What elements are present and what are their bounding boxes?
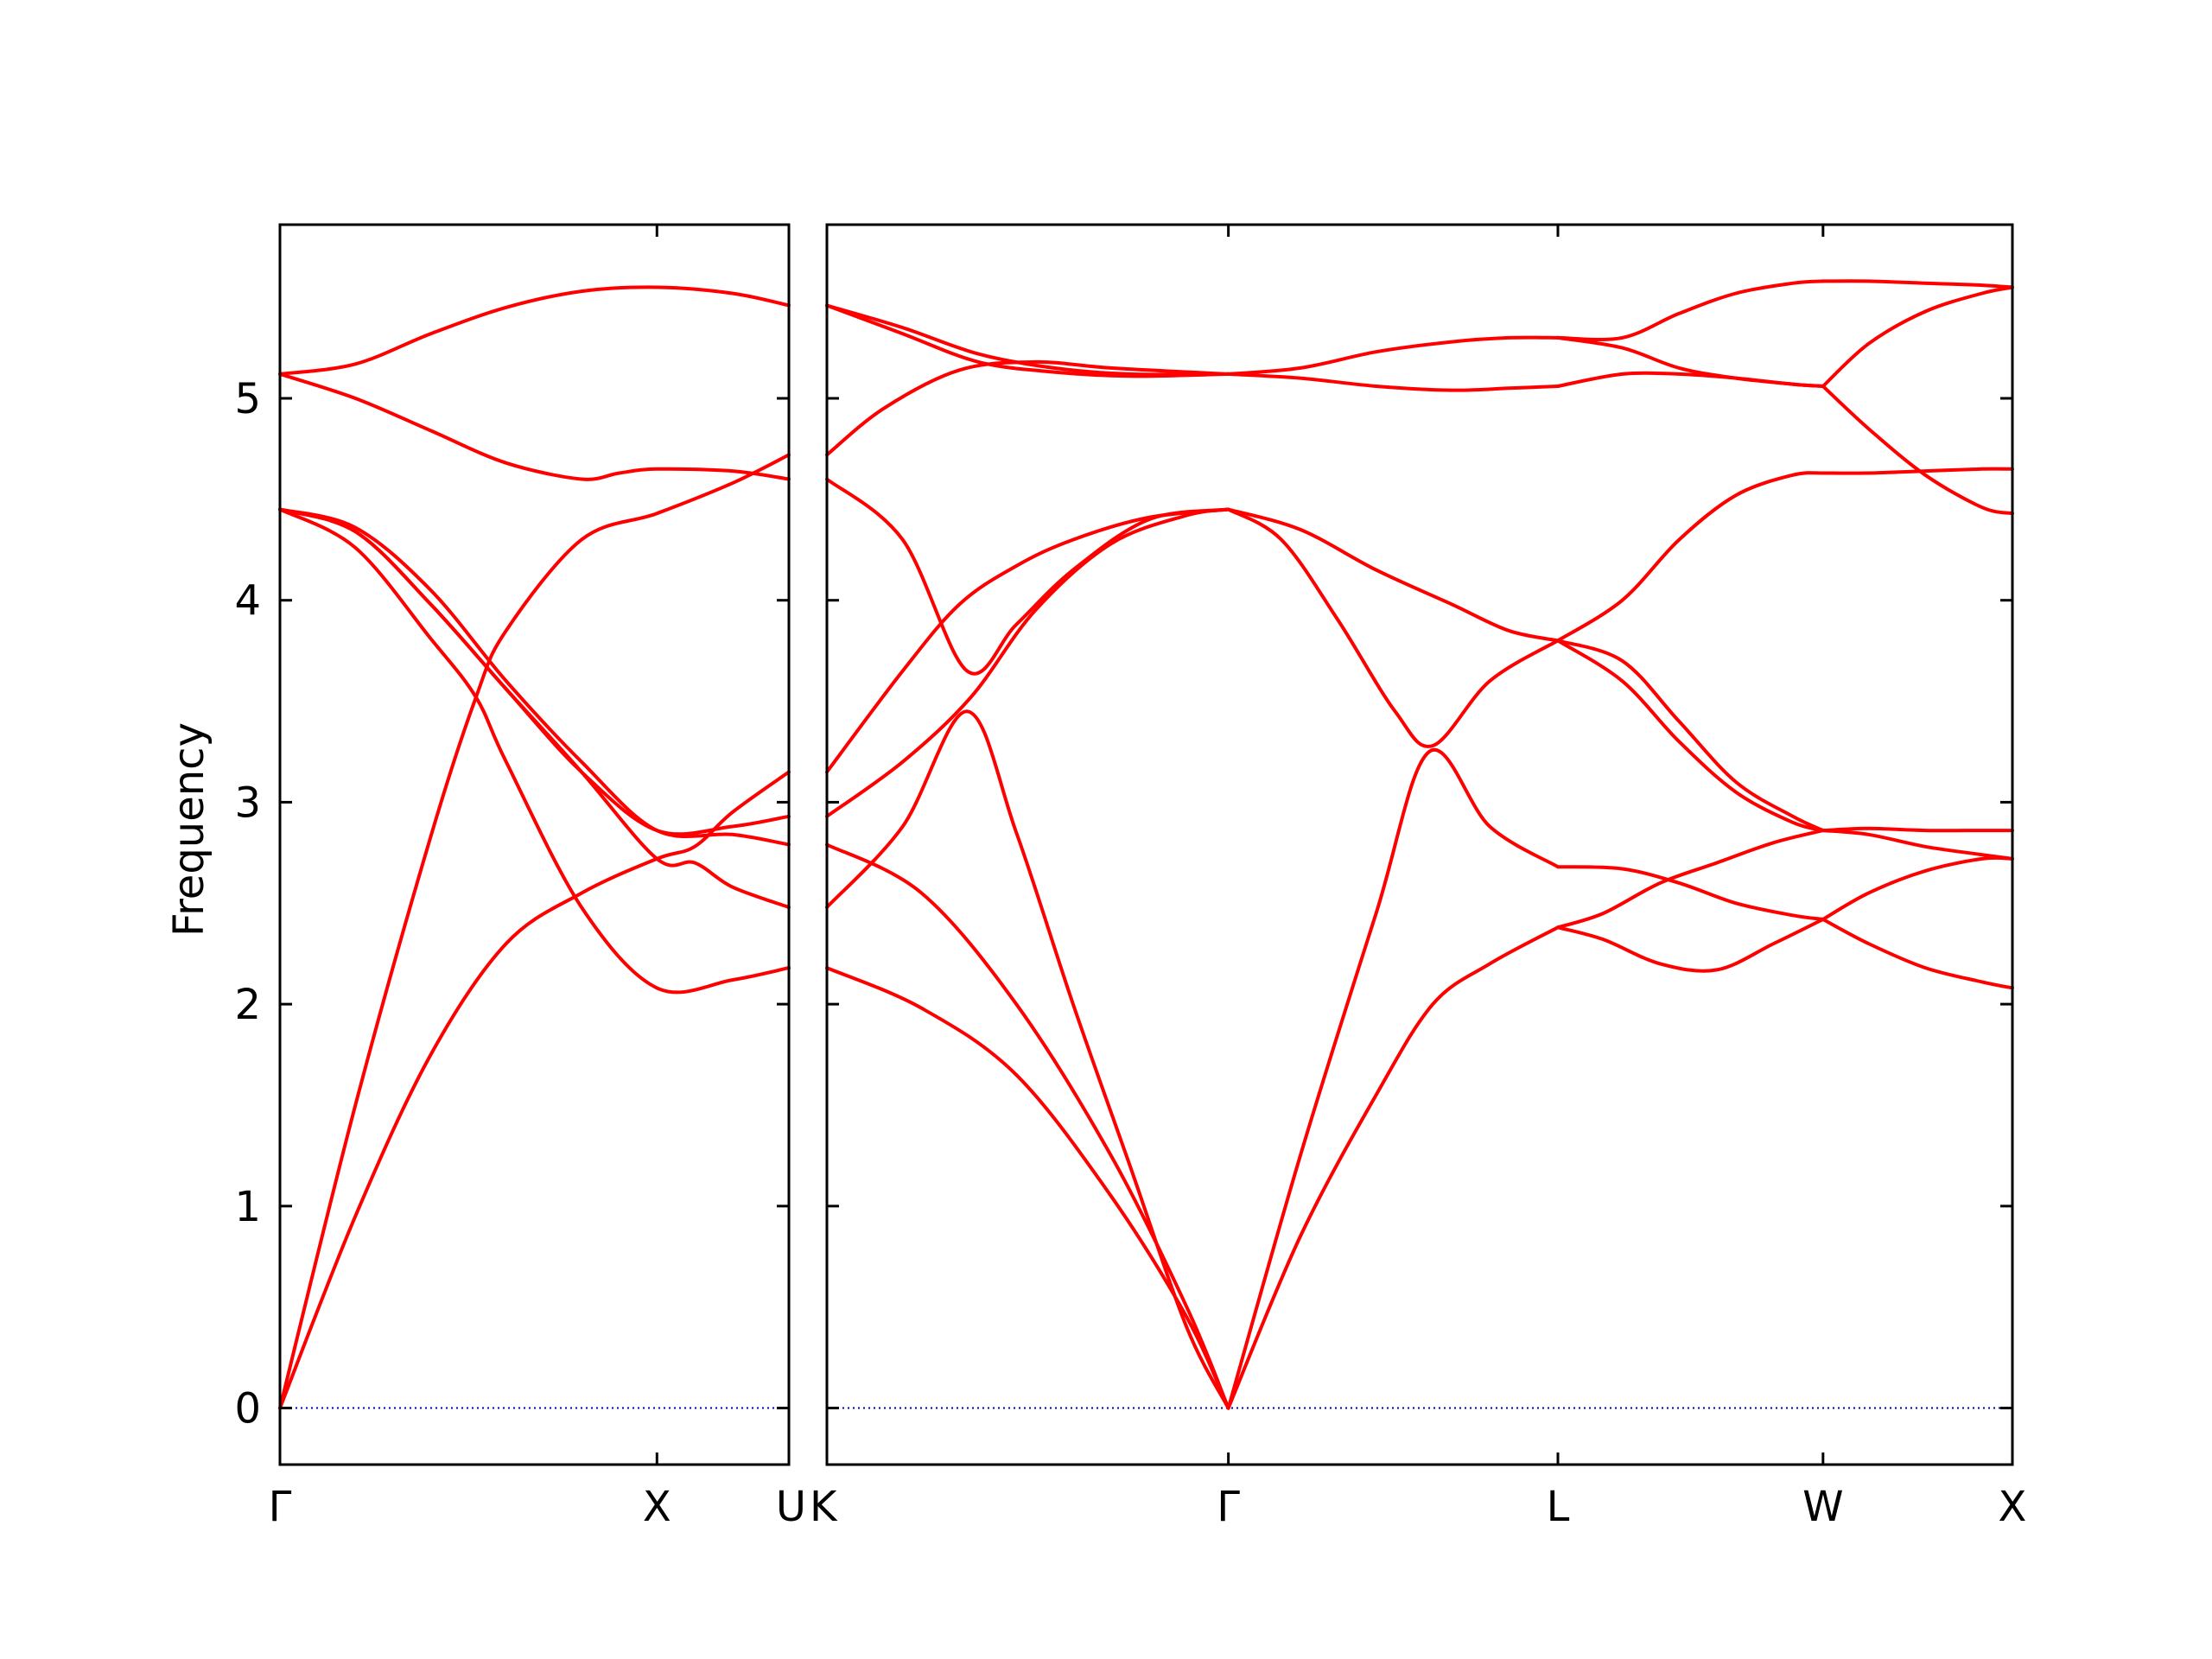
y-tick-label: 1 [234, 1183, 261, 1231]
band-line-1-31 [1821, 279, 2014, 289]
panel-frame [278, 223, 791, 1466]
band-line-1-26 [1821, 829, 2014, 861]
x-tick-label: Γ [269, 1483, 292, 1531]
band-line-0-2 [278, 507, 791, 995]
band-line-1-10 [1226, 925, 1560, 1410]
panel-left: 0 1 2 3 4 5 Γ X U [234, 223, 806, 1531]
band-line-1-25 [1821, 855, 2014, 921]
y-tick-label: 4 [234, 577, 261, 626]
x-tick-label: X [1999, 1483, 2027, 1531]
band-line-1-4 [825, 507, 1230, 774]
band-line-1-6 [825, 359, 1230, 457]
band-line-1-11 [1226, 507, 1560, 748]
band-line-1-1 [825, 842, 1230, 1410]
x-tick-label: K [810, 1483, 838, 1531]
band-line-0-5 [278, 507, 791, 847]
band-line-1-27 [1821, 826, 2014, 833]
y-axis-label: Frequency [165, 722, 213, 937]
band-line-1-13 [1226, 335, 1560, 376]
band-line-1-14 [1226, 372, 1560, 392]
y-tick-label: 5 [234, 375, 261, 423]
band-line-1-16 [1556, 829, 1825, 930]
plot-layer: 0 1 2 3 4 5 Γ X U K Γ L W X [234, 223, 2027, 1531]
band-line-1-15 [1556, 918, 1825, 973]
band-line-1-20 [1556, 471, 1825, 643]
band-line-0-4 [278, 507, 791, 909]
band-line-1-30 [1821, 285, 2014, 388]
band-line-0-7 [278, 372, 791, 481]
band-line-1-24 [1821, 918, 2014, 990]
band-line-1-17 [1556, 865, 1825, 921]
band-line-0-1 [278, 770, 791, 1410]
x-tick-label: X [643, 1483, 671, 1531]
band-line-1-18 [1556, 639, 1825, 833]
band-line-0-0 [278, 453, 791, 1410]
x-tick-label: Γ [1217, 1483, 1240, 1531]
x-tick-label: U [776, 1483, 806, 1531]
band-line-0-6 [278, 285, 791, 376]
band-line-1-23 [1556, 279, 1825, 341]
x-tick-label: W [1802, 1483, 1843, 1531]
panel-frame [825, 223, 2014, 1466]
band-line-1-19 [1556, 639, 1825, 833]
y-tick-label: 3 [234, 779, 261, 827]
band-line-1-29 [1821, 385, 2014, 516]
band-line-1-3 [825, 507, 1230, 818]
band-line-1-12 [1226, 507, 1560, 643]
band-line-1-2 [825, 709, 1230, 1410]
x-tick-label: L [1547, 1483, 1570, 1531]
y-tick-label: 2 [234, 981, 261, 1029]
band-line-1-0 [825, 966, 1230, 1410]
band-line-1-5 [825, 477, 1230, 676]
band-line-1-9 [1226, 747, 1560, 1410]
band-line-1-8 [825, 303, 1230, 378]
band-line-1-22 [1556, 371, 1825, 388]
band-line-1-28 [1821, 467, 2014, 475]
y-tick-label: 0 [234, 1385, 261, 1433]
